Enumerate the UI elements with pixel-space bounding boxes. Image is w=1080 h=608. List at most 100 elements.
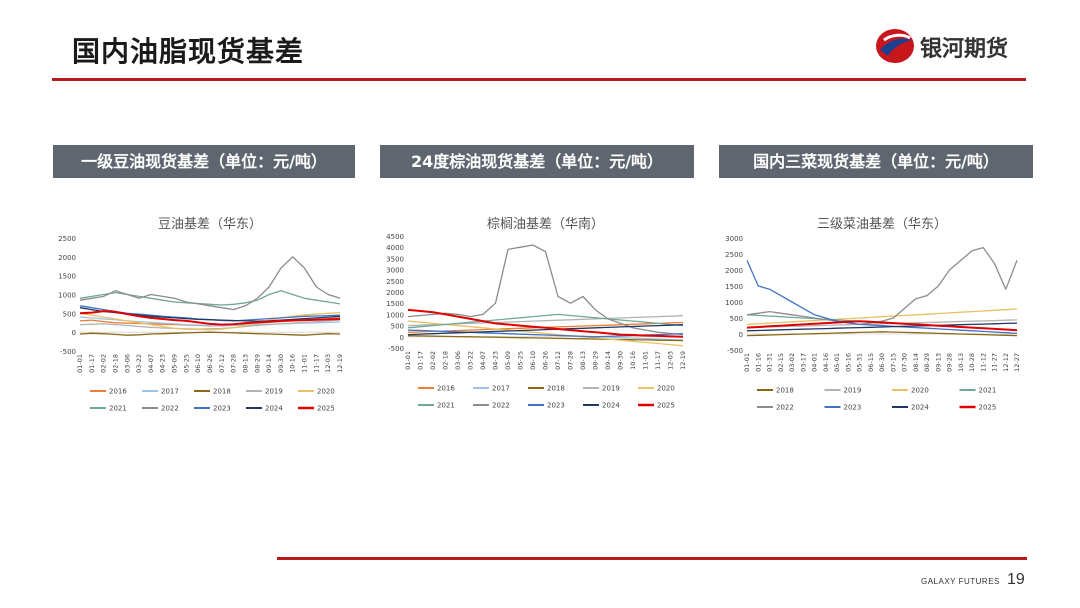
x-tick-label: 09-14 <box>604 351 612 370</box>
series-line-2024 <box>746 322 1018 332</box>
x-tick-label: 07-12 <box>554 351 562 370</box>
legend-label-2022: 2022 <box>161 405 179 413</box>
legend-label-2025: 2025 <box>317 405 335 413</box>
series-line-2020 <box>79 311 341 331</box>
x-tick-label: 05-25 <box>517 351 525 370</box>
y-tick-label: 4500 <box>386 233 404 241</box>
legend-label-2023: 2023 <box>844 404 862 412</box>
x-tick-label: 11-17 <box>654 351 662 370</box>
x-tick-label: 01-01 <box>743 353 751 372</box>
y-tick-label: -500 <box>727 347 743 355</box>
x-tick-label: 02-18 <box>442 351 450 370</box>
series-line-2022 <box>746 246 1018 326</box>
legend-label-2021: 2021 <box>109 405 127 413</box>
y-tick-label: 1500 <box>725 283 743 291</box>
series-line-2021 <box>407 313 684 329</box>
x-tick-label: 09-13 <box>934 353 942 372</box>
legend-label-2021: 2021 <box>979 387 997 395</box>
footer-brand: GALAXY FUTURES <box>921 577 1000 586</box>
legend-label-2023: 2023 <box>213 405 231 413</box>
x-tick-label: 06-30 <box>878 353 886 372</box>
legend-label-2023: 2023 <box>547 402 565 410</box>
y-tick-label: 2500 <box>386 278 404 286</box>
legend-label-2025: 2025 <box>979 404 997 412</box>
legend-label-2025: 2025 <box>657 402 675 410</box>
x-tick-label: 02-15 <box>777 353 785 372</box>
series-line-2025 <box>407 308 684 338</box>
legend-label-2024: 2024 <box>602 402 620 410</box>
y-tick-label: -500 <box>60 348 76 356</box>
x-tick-label: 04-07 <box>479 351 487 370</box>
x-tick-label: 01-17 <box>417 351 425 370</box>
x-tick-label: 04-23 <box>159 354 167 373</box>
legend-label-2018: 2018 <box>776 387 794 395</box>
x-tick-label: 11-17 <box>312 354 320 373</box>
x-tick-label: 03-17 <box>799 353 807 372</box>
x-tick-label: 07-28 <box>567 351 575 370</box>
y-tick-label: 1500 <box>58 273 76 281</box>
x-tick-label: 04-07 <box>147 354 155 373</box>
legend-label-2019: 2019 <box>265 388 283 396</box>
x-tick-label: 01-16 <box>754 353 762 372</box>
x-tick-label: 07-12 <box>218 354 226 373</box>
logo-text: 银河期货 <box>920 37 1009 62</box>
legend-label-2020: 2020 <box>317 388 335 396</box>
y-tick-label: 2000 <box>386 289 404 297</box>
x-tick-label: 07-30 <box>901 353 909 372</box>
x-tick-label: 11-01 <box>301 354 309 373</box>
x-tick-label: 06-15 <box>867 353 875 372</box>
chart-title: 豆油基差（华东） <box>158 217 262 232</box>
x-tick-label: 04-23 <box>492 351 500 370</box>
y-tick-label: 500 <box>391 323 404 331</box>
series-line-2018 <box>79 331 341 336</box>
y-tick-label: 2000 <box>58 254 76 262</box>
chart-title: 棕榈油基差（华南） <box>487 216 604 232</box>
x-tick-label: 03-06 <box>123 354 131 373</box>
legend-label-2019: 2019 <box>602 385 620 393</box>
x-tick-label: 06-26 <box>542 351 550 370</box>
y-tick-label: 3500 <box>386 255 404 263</box>
series-line-2025 <box>79 310 341 326</box>
x-tick-label: 03-02 <box>788 353 796 372</box>
x-tick-label: 06-10 <box>529 351 537 370</box>
y-tick-label: 1000 <box>386 311 404 319</box>
section-header-palm: 24度棕油现货基差（单位：元/吨） <box>380 145 694 178</box>
x-tick-label: 12-19 <box>679 351 687 370</box>
legend-label-2018: 2018 <box>213 388 231 396</box>
x-tick-label: 09-28 <box>946 353 954 372</box>
x-tick-label: 05-09 <box>504 351 512 370</box>
x-tick-label: 07-15 <box>889 353 897 372</box>
series-line-2022 <box>79 256 341 311</box>
y-tick-label: 500 <box>730 315 743 323</box>
x-tick-label: 03-06 <box>454 351 462 370</box>
series-line-2025 <box>746 320 1018 332</box>
chart-title: 三级菜油基差（华东） <box>817 217 947 232</box>
x-tick-label: 12-12 <box>1002 353 1010 372</box>
x-tick-label: 11-01 <box>642 351 650 370</box>
x-tick-label: 08-13 <box>241 354 249 373</box>
x-tick-label: 06-26 <box>206 354 214 373</box>
y-tick-label: 4000 <box>386 244 404 252</box>
legend-label-2024: 2024 <box>911 404 929 412</box>
legend-label-2019: 2019 <box>844 387 862 395</box>
x-tick-label: 02-02 <box>100 354 108 373</box>
soybean-oil-basis-chart: 豆油基差（华东） -500 0 500 1000 1500 2000 2500 01-01 01-… <box>58 217 344 413</box>
y-tick-label: 3000 <box>386 267 404 275</box>
rapeseed-oil-basis-chart: 三级菜油基差（华东） -500 0 500 1000 1500 2000 2500 3000 01… <box>725 217 1021 412</box>
x-tick-label: 12-27 <box>1013 353 1021 372</box>
x-tick-label: 12-03 <box>667 351 675 370</box>
y-tick-label: 2500 <box>58 235 76 243</box>
x-tick-label: 02-02 <box>429 351 437 370</box>
series-line-2019 <box>746 319 1018 329</box>
legend-label-2020: 2020 <box>911 387 929 395</box>
x-tick-label: 12-19 <box>336 354 344 373</box>
x-tick-label: 04-01 <box>811 353 819 372</box>
series-line-2020 <box>746 308 1018 326</box>
x-tick-label: 10-13 <box>957 353 965 372</box>
x-tick-label: 02-18 <box>111 354 119 373</box>
y-tick-label: 500 <box>63 310 76 318</box>
legend-label-2016: 2016 <box>437 385 455 393</box>
footer-divider <box>277 557 1027 560</box>
legend-label-2024: 2024 <box>265 405 283 413</box>
y-tick-label: 0 <box>72 329 76 337</box>
